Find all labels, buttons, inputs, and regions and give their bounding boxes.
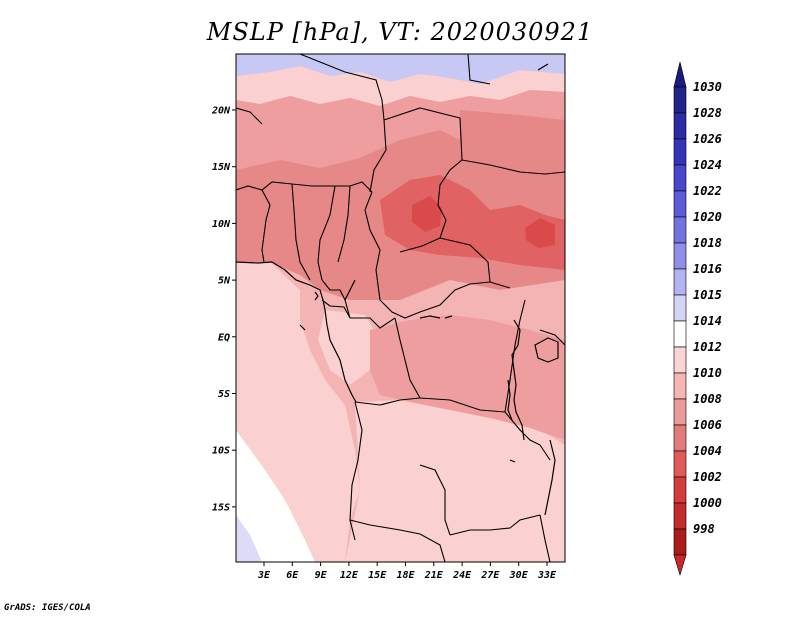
colorbar-label: 1024 [693,158,722,172]
light-pink-southern-africa [345,400,565,562]
lat-label: EQ [218,332,230,343]
colorbar-label: 1002 [693,470,722,484]
map-frame [235,53,566,563]
congo-basin-trough [370,315,565,440]
lon-label: 27E [480,570,500,581]
map-title: MSLP [hPa], VT: 2020030921 [206,18,594,46]
colorbar-label: 1014 [693,314,722,328]
colorbar-arrow-bottom [673,554,687,577]
longitude-axis: 3E 6E 9E 12E 15E 18E 21E 24E 27E 30E 33E [257,562,557,581]
colorbar-swatch [673,502,687,530]
light-pink-coastal-strip [318,310,380,385]
lon-label: 24E [452,570,472,581]
colorbar-label: 1026 [693,132,722,146]
colorbar-label: 1016 [693,262,722,276]
lon-label: 12E [340,570,359,581]
colorbar-label: 1012 [693,340,722,354]
colorbar-label: 1010 [693,366,722,380]
lon-label: 33E [537,570,557,581]
colorbar-swatch [673,86,687,114]
colorbar-swatch [673,294,687,322]
colorbar-swatch [673,138,687,166]
colorbar-label: 1030 [693,80,722,94]
colorbar-swatch [673,320,687,348]
colorbar-label: 1022 [693,184,722,198]
colorbar-swatch [673,424,687,452]
pressure-map [236,54,565,562]
latitude-axis: 20N 15N 10N 5N EQ 5S 10S 15S [211,106,236,513]
light-pink-north [236,66,565,106]
lon-label: 6E [286,570,299,581]
colorbar-swatch [673,346,687,374]
lat-label: 10N [212,219,231,230]
colorbar-label: 1015 [693,288,722,302]
lon-label: 30E [509,570,529,581]
lat-label: 20N [211,106,231,117]
low-pressure-northeast [460,110,565,190]
colorbar-swatch [673,476,687,504]
lat-label: 10S [212,446,230,457]
lat-label: 15S [212,502,230,513]
coastline [236,63,559,516]
colorbar-arrow-top [673,61,687,88]
grads-credit: GrADS: IGES/COLA [4,603,91,613]
colorbar-swatch [673,398,687,426]
colorbar: 1030 1028 1026 1024 1022 1020 1018 1016 1015 1014… [673,61,722,577]
colorbar-swatch [673,372,687,400]
colorbar-swatch [673,216,687,244]
colorbar-label: 1006 [693,418,722,432]
colorbar-swatch [673,190,687,218]
white-southwest [236,430,315,562]
colorbar-label: 1008 [693,392,722,406]
colorbar-label: 1000 [693,496,722,510]
lon-label: 9E [315,570,328,581]
colorbar-swatch [673,112,687,140]
lon-label: 18E [396,570,415,581]
lon-label: 3E [257,570,271,581]
lon-label: 15E [368,570,387,581]
colorbar-label: 1018 [693,236,722,250]
low-pressure-center-east [525,218,555,248]
colorbar-label: 1020 [693,210,722,224]
colorbar-swatch [673,528,687,556]
colorbar-label: 1028 [693,106,722,120]
lat-label: 15N [212,162,231,173]
lon-label: 21E [424,570,444,581]
country-borders [236,54,565,562]
colorbar-swatch [673,268,687,296]
colorbar-swatch [673,164,687,192]
low-pressure-center-west [412,196,442,232]
colorbar-swatch [673,242,687,270]
lat-label: 5S [218,389,230,400]
colorbar-label: 1004 [693,444,722,458]
colorbar-label: 998 [693,522,715,536]
lat-label: 5N [218,276,231,287]
colorbar-swatch [673,450,687,478]
blue-southwest [236,515,262,562]
